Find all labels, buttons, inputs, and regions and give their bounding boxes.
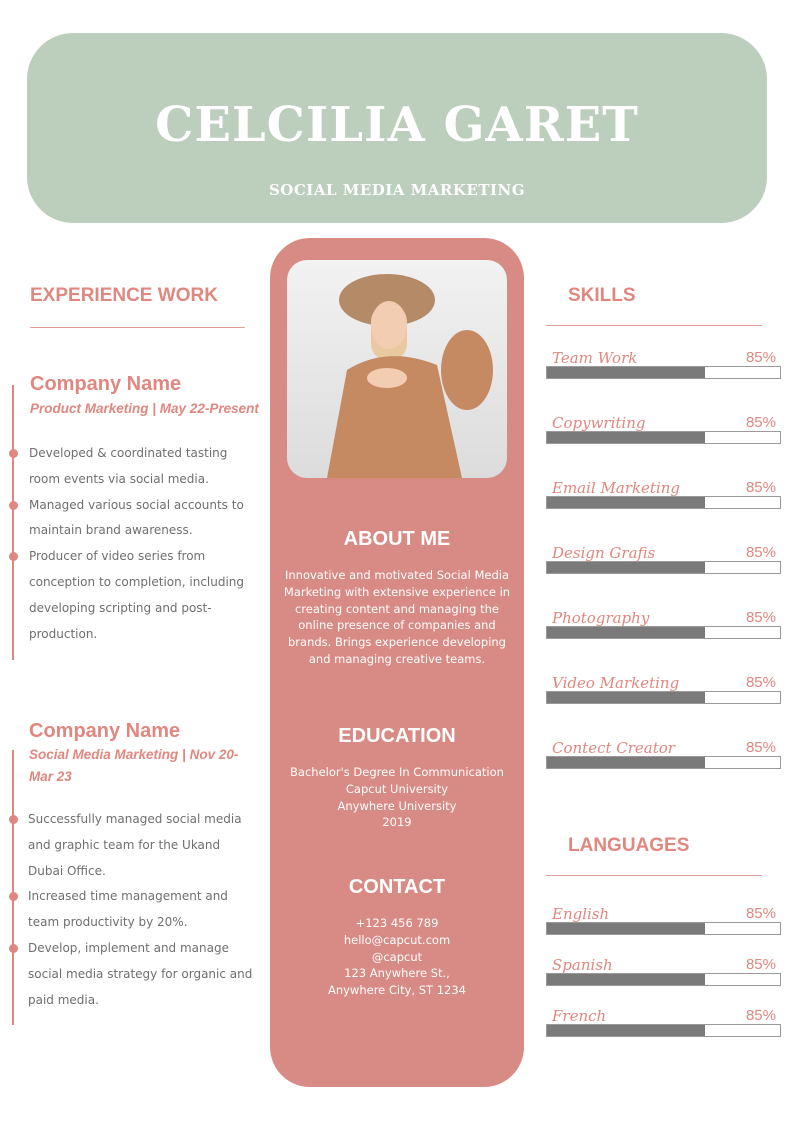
contact-phone: +123 456 789 [355,916,439,930]
language-bar [546,973,781,986]
skill-label: Email Marketing [552,479,681,497]
about-text: Innovative and motivated Social Media Ma… [283,568,511,666]
job-title: Social Media Marketing | Nov 20-Mar 23 [29,747,239,784]
skill-label: Design Grafis [552,544,656,562]
job-bullets: Developed & coordinated tasting room eve… [9,441,254,647]
skill-bar-fill [547,367,706,378]
language-label: English [552,905,610,923]
languages-title: LANGUAGES [568,835,690,856]
bullet-dot-icon [9,943,18,953]
language-bar-fill [547,974,706,985]
skill-percent: 85% [745,479,776,496]
skill-bar-fill [547,432,706,443]
job-company: Company Name [30,373,182,395]
language-percent: 85% [745,1007,776,1024]
language-label: French [552,1007,607,1025]
profile-photo [287,260,507,478]
skill-percent: 85% [745,414,776,431]
skill-bar [546,366,781,379]
skill-label: Team Work [552,349,638,367]
skill-label: Contect Creator [552,739,675,757]
job-title: Product Marketing | May 22-Present [30,401,259,416]
skill-percent: 85% [745,349,776,366]
candidate-role: SOCIAL MEDIA MARKETING [268,181,526,199]
skill-bar [546,496,781,509]
skill-bar [546,691,781,704]
job-bullet: Successfully managed social media and gr… [9,807,253,884]
skill-label: Photography [552,609,650,627]
job-bullets: Successfully managed social media and gr… [9,807,253,1013]
skill-percent: 85% [745,739,776,756]
skill-bar [546,756,781,769]
bullet-dot-icon [9,552,18,562]
skill-label: Video Marketing [552,674,680,692]
contact-title: CONTACT [348,876,446,898]
contact-lines: +123 456 789 hello@capcut.com @capcut 12… [280,915,514,999]
contact-social: @capcut [371,949,423,964]
language-bar-fill [547,923,706,934]
bullet-dot-icon [9,500,18,510]
language-bar-fill [547,1025,706,1036]
contact-email[interactable]: hello@capcut.com [343,932,451,947]
job-bullet: Developed & coordinated tasting room eve… [9,441,254,493]
skill-bar-fill [547,497,706,508]
timeline-line [12,385,14,660]
skill-percent: 85% [745,544,776,561]
job-bullet: Develop, implement and manage social med… [9,936,253,1013]
contact-city: Anywhere City, ST 1234 [327,983,467,998]
skill-bar [546,431,781,444]
language-percent: 85% [745,956,776,973]
experience-title: EXPERIENCE WORK [30,285,218,306]
skills-divider [546,325,762,326]
skill-percent: 85% [745,674,776,691]
contact-address: 123 Anywhere St., [344,966,450,981]
education-title: EDUCATION [338,725,456,747]
job-company: Company Name [29,720,181,742]
job-bullet: Managed various social accounts to maint… [9,493,254,545]
profile-panel: ABOUT ME Innovative and motivated Social… [270,238,524,1087]
skill-bar [546,561,781,574]
job-bullet: Increased time management and team produ… [9,884,253,936]
skills-title: SKILLS [568,285,636,306]
languages-divider [546,875,762,876]
bullet-dot-icon [9,815,18,824]
experience-divider [30,327,245,328]
person-photo-icon [327,274,493,478]
skill-bar-fill [547,692,706,703]
language-bar [546,922,781,935]
skill-bar [546,626,781,639]
candidate-name: CELCILIA GARET [155,97,639,153]
job-bullet: Producer of video series from conception… [9,544,254,647]
language-bar [546,1024,781,1037]
timeline-line [12,750,14,1025]
skill-bar-fill [547,627,706,638]
skill-percent: 85% [745,609,776,626]
skill-bar-fill [547,757,706,768]
header-banner: CELCILIA GARET SOCIAL MEDIA MARKETING [27,33,767,223]
language-percent: 85% [745,905,776,922]
skill-bar-fill [547,562,706,573]
education-lines: Bachelor's Degree In Communication Capcu… [290,765,504,830]
language-label: Spanish [552,956,613,974]
bullet-dot-icon [9,449,18,458]
bullet-dot-icon [9,892,18,902]
about-title: ABOUT ME [343,528,451,550]
skill-label: Copywriting [552,414,646,432]
